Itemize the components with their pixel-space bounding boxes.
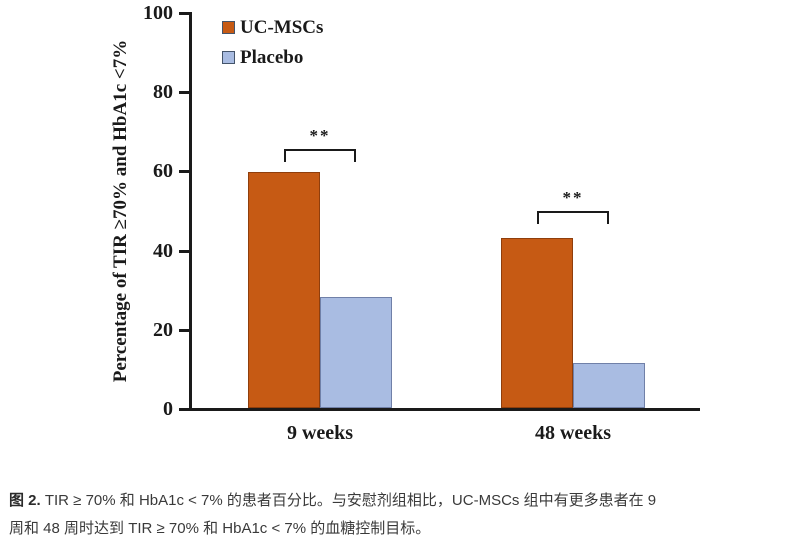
y-tick-label-0: 0 <box>163 398 173 420</box>
bar-placebo-9-weeks <box>320 297 392 408</box>
figure-caption-line1: TIR ≥ 70% 和 HbA1c < 7% 的患者百分比。与安慰剂组相比，UC… <box>40 492 657 509</box>
chart-legend: UC-MSCs Placebo <box>222 17 323 77</box>
y-tick-20 <box>179 329 189 332</box>
y-tick-0 <box>179 408 189 411</box>
bar-uc-mscs-48-weeks <box>501 238 573 408</box>
x-axis-line <box>189 408 700 411</box>
significance-bracket-48-weeks <box>537 211 609 224</box>
y-tick-label-20: 20 <box>153 319 173 341</box>
bar-chart-figure: Percentage of TIR ≥70% and HbA1c <7% UC-… <box>110 2 700 444</box>
x-label-9-weeks: 9 weeks <box>286 422 354 444</box>
y-tick-40 <box>179 250 189 253</box>
y-tick-80 <box>179 91 189 94</box>
legend-item-uc-mscs: UC-MSCs <box>222 17 323 38</box>
bar-placebo-48-weeks <box>573 363 645 408</box>
figure-caption-line2: 周和 48 周时达到 TIR ≥ 70% 和 HbA1c < 7% 的血糖控制目… <box>9 520 431 537</box>
legend-swatch-uc-mscs-icon <box>222 21 235 34</box>
y-axis-line <box>189 12 192 411</box>
y-tick-100 <box>179 12 189 15</box>
legend-swatch-placebo-icon <box>222 51 235 64</box>
legend-label-uc-mscs: UC-MSCs <box>240 17 324 38</box>
significance-label-48-weeks: ** <box>562 188 584 207</box>
significance-bracket-9-weeks <box>284 149 356 162</box>
figure-caption-label: 图 2. <box>9 492 41 509</box>
y-tick-60 <box>179 170 189 173</box>
figure-caption: 图 2. TIR ≥ 70% 和 HbA1c < 7% 的患者百分比。与安慰剂组… <box>9 487 791 543</box>
y-tick-label-60: 60 <box>153 160 173 182</box>
y-tick-label-40: 40 <box>153 240 173 262</box>
y-tick-label-80: 80 <box>153 81 173 103</box>
y-tick-label-100: 100 <box>143 2 173 24</box>
legend-label-placebo: Placebo <box>240 47 304 68</box>
significance-label-9-weeks: ** <box>309 126 331 145</box>
bar-uc-mscs-9-weeks <box>248 172 320 408</box>
x-label-48-weeks: 48 weeks <box>534 422 612 444</box>
legend-item-placebo: Placebo <box>222 47 323 68</box>
